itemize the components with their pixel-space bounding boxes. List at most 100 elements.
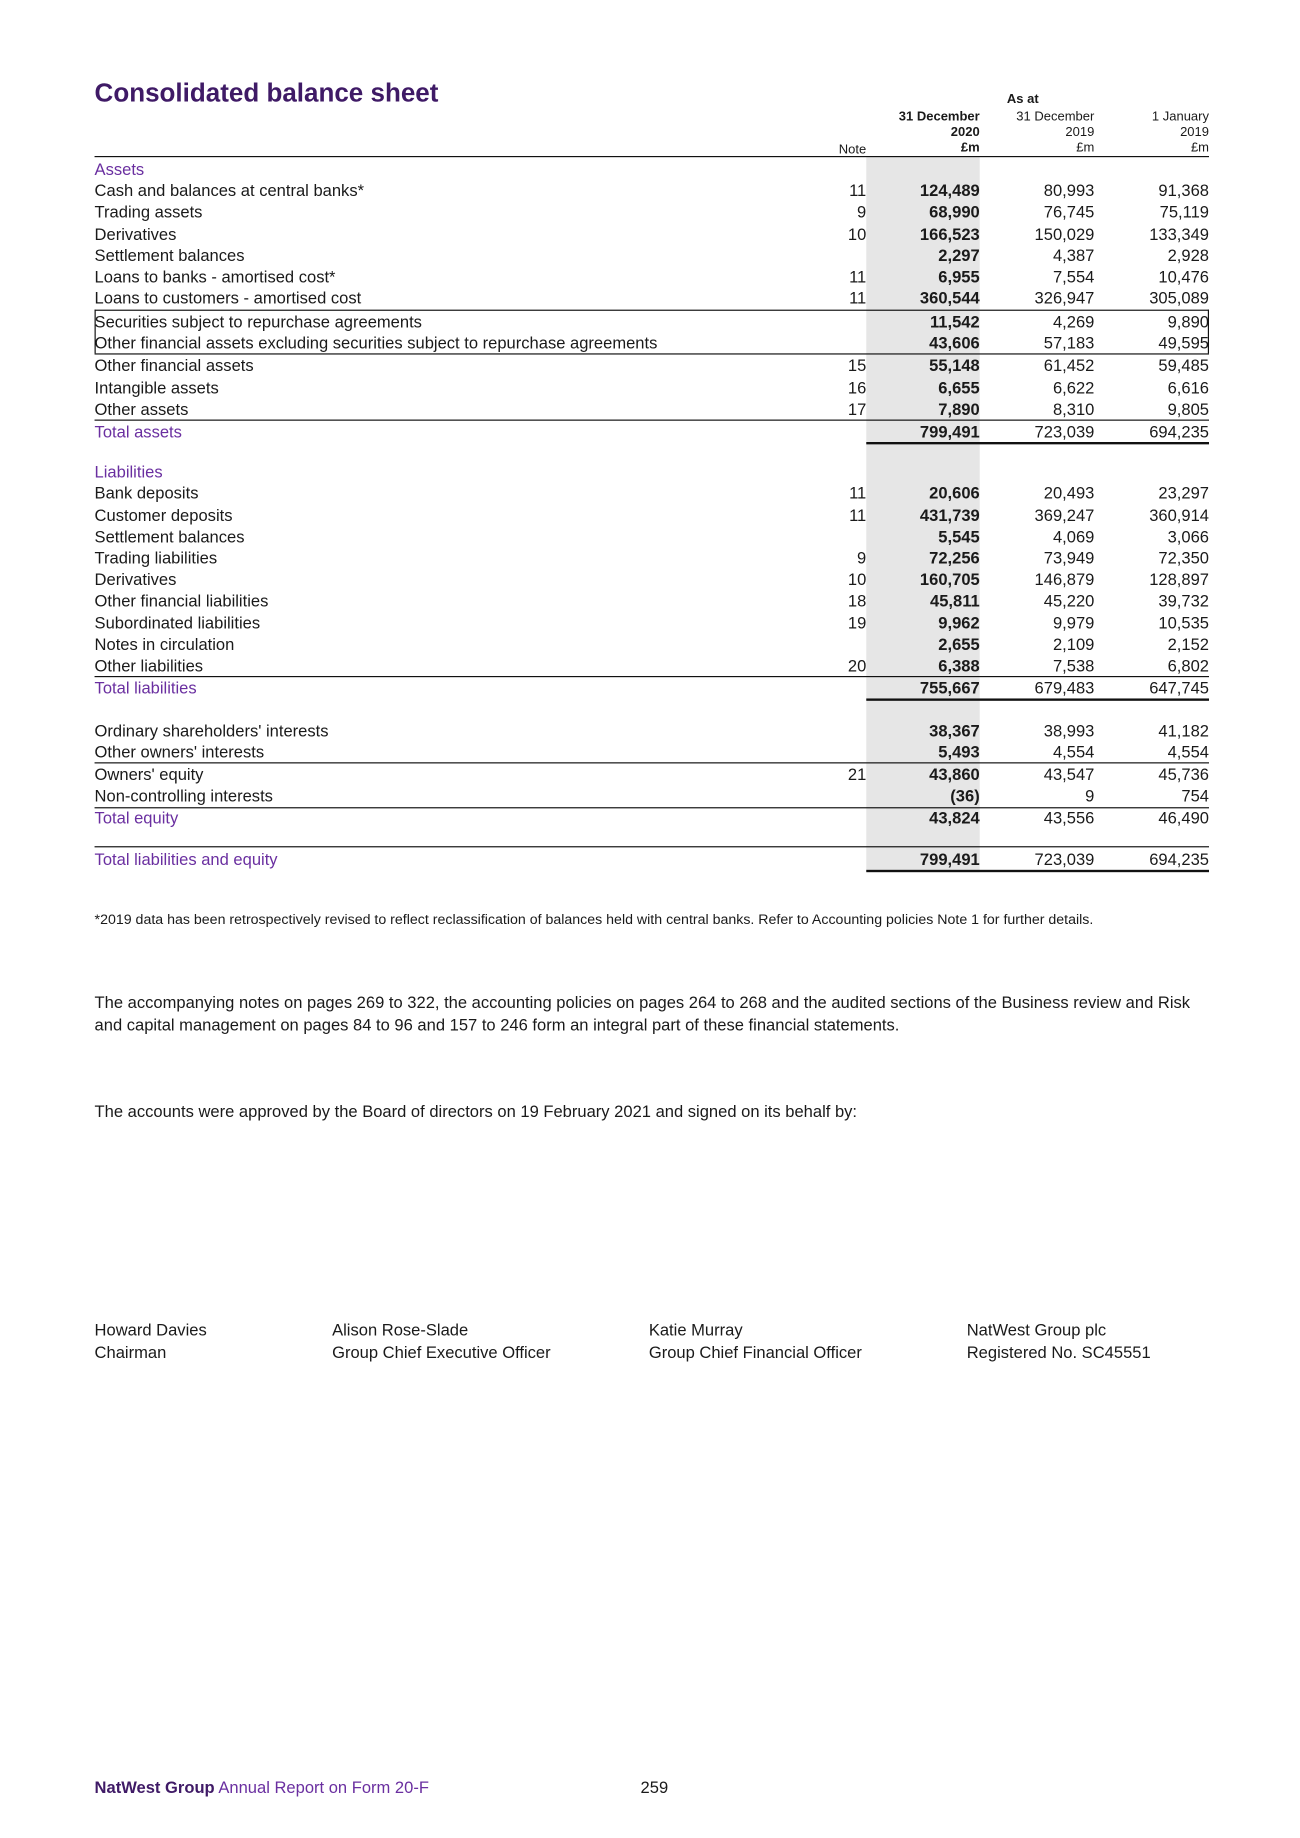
amount: 369,247	[1034, 505, 1095, 525]
row-label: Trading assets	[94, 202, 203, 221]
amount: 2,928	[1167, 245, 1209, 265]
signatory-name: NatWest Group plc	[966, 1320, 1107, 1339]
amount: 4,554	[1167, 742, 1209, 762]
amount: 75,119	[1159, 202, 1209, 221]
amount: 72,256	[929, 548, 980, 568]
amount: 754	[1181, 785, 1209, 805]
column-header: 2019	[1180, 125, 1209, 140]
row-label: Non-controlling interests	[94, 785, 273, 805]
amount: 10,535	[1158, 613, 1209, 633]
amount: 124,489	[919, 180, 980, 200]
rule	[866, 698, 1209, 701]
amount: 80,993	[1043, 180, 1095, 200]
amount: 360,544	[919, 288, 980, 308]
note: 11	[849, 267, 867, 286]
amount: 11,542	[930, 311, 980, 331]
rule	[94, 309, 1209, 311]
row-label: Owners' equity	[94, 764, 204, 784]
signatory-name: Alison Rose-Slade	[332, 1320, 469, 1339]
amount: 4,554	[1052, 742, 1095, 762]
row-label: Other liabilities	[94, 655, 204, 675]
amount: 8,310	[1052, 399, 1095, 419]
column-header: 2020	[950, 125, 980, 140]
amount: 360,914	[1149, 505, 1209, 525]
amount: 2,152	[1167, 634, 1209, 654]
note: 9	[857, 548, 867, 568]
amount: 43,556	[1043, 808, 1095, 828]
signatory-title: Chairman	[94, 1342, 167, 1362]
row-label: Other financial liabilities	[94, 590, 269, 610]
amount: 3,066	[1167, 527, 1209, 546]
row-label: Derivatives	[94, 224, 177, 244]
rule	[94, 846, 1209, 848]
box-side	[1207, 309, 1209, 354]
amount: 6,955	[938, 267, 980, 286]
amount: 91,368	[1158, 180, 1209, 200]
note: 18	[847, 590, 867, 610]
amount: 43,824	[929, 808, 980, 828]
amount: 23,297	[1158, 483, 1209, 503]
box-side	[94, 309, 96, 354]
row-label: Ordinary shareholders' interests	[94, 720, 329, 740]
note: 21	[847, 764, 867, 784]
amount: 20,606	[929, 483, 980, 503]
amount: 150,029	[1034, 224, 1095, 244]
note: 20	[847, 655, 867, 675]
amount: 128,897	[1149, 569, 1209, 589]
amount: 45,220	[1043, 590, 1095, 610]
row-label: Total liabilities	[94, 678, 197, 698]
rule	[94, 353, 1209, 355]
as-at: As at	[1006, 92, 1039, 107]
note-header: Note	[838, 142, 867, 158]
amount: 9	[1085, 785, 1095, 805]
footer-brand: NatWest Group	[94, 1777, 215, 1797]
amount: 647,745	[1149, 678, 1209, 698]
row-label: Derivatives	[94, 569, 177, 589]
note: 11	[849, 288, 867, 308]
amount: 4,269	[1052, 311, 1095, 331]
amount: 799,491	[919, 421, 980, 441]
amount: 68,990	[929, 202, 980, 221]
amount: 49,595	[1158, 333, 1209, 353]
rule	[94, 807, 1209, 809]
amount: 5,493	[938, 742, 980, 762]
signatory-title: Group Chief Executive Officer	[332, 1342, 551, 1362]
row-label: Other financial assets	[94, 355, 254, 375]
amount: 4,387	[1052, 245, 1095, 265]
amount: 38,993	[1043, 720, 1095, 740]
row-label: Customer deposits	[94, 505, 233, 525]
note: 11	[849, 483, 867, 503]
amount: 59,485	[1158, 355, 1209, 375]
amount: 679,483	[1034, 678, 1095, 698]
amount: 2,297	[938, 245, 980, 265]
row-label: Liabilities	[94, 462, 163, 481]
note: 11	[849, 180, 867, 200]
column-header: £m	[1076, 140, 1095, 155]
amount: 41,182	[1158, 720, 1209, 740]
amount: 5,545	[938, 527, 980, 546]
row-label: Settlement balances	[94, 527, 245, 546]
amount: 43,860	[929, 764, 980, 784]
note: 17	[847, 399, 867, 419]
row-label: Total liabilities and equity	[94, 849, 278, 869]
row-label: Cash and balances at central banks*	[94, 180, 365, 200]
row-label: Assets	[94, 159, 145, 179]
row-label: Notes in circulation	[94, 634, 235, 654]
amount: 76,745	[1043, 202, 1095, 221]
note: 19	[847, 613, 867, 633]
column-header: £m	[960, 140, 980, 155]
row-label: Total equity	[94, 808, 179, 828]
amount: 166,523	[919, 224, 980, 244]
amount: 7,890	[938, 399, 980, 419]
amount: 755,667	[919, 678, 980, 698]
footer: NatWest Group Annual Report on Form 20-F	[95, 1777, 429, 1796]
rule	[866, 441, 1209, 445]
amount: 43,606	[929, 333, 980, 353]
amount: 45,811	[930, 590, 980, 610]
column-header: 31 December	[1016, 109, 1095, 125]
rule	[866, 869, 1209, 873]
amount: 7,554	[1052, 267, 1095, 286]
amount: 4,069	[1052, 527, 1095, 546]
amount: 55,148	[929, 355, 980, 375]
note: 15	[847, 355, 867, 375]
